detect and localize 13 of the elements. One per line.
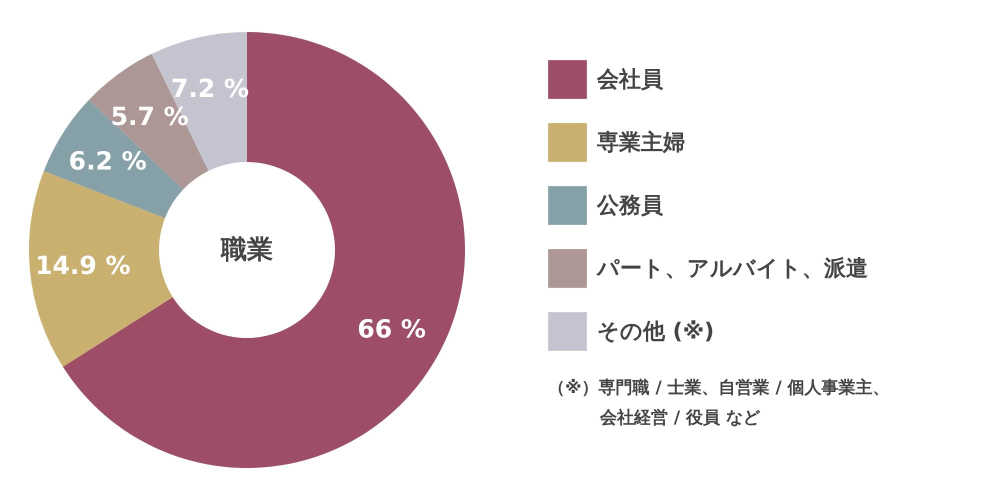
text: 会社経営 / 役員 など bbox=[599, 408, 761, 428]
legend-label: 公務員 bbox=[596, 194, 663, 218]
data-label: 66 % bbox=[357, 314, 426, 344]
text: 職業 bbox=[220, 235, 273, 265]
legend-label: パート、アルバイト、派遣 bbox=[596, 256, 868, 282]
data-label: 6.2 % bbox=[68, 146, 147, 176]
legend-label: 専業主婦 bbox=[596, 130, 685, 156]
donut-slice bbox=[29, 171, 173, 367]
legend-label: その他 (※) bbox=[597, 320, 714, 344]
text: （※）専門職 / 士業、自営業 / 個人事業主、 bbox=[548, 378, 890, 398]
donut-slice bbox=[152, 32, 247, 171]
data-label: 14.9 % bbox=[35, 251, 130, 280]
legend-label: 会社員 bbox=[596, 68, 663, 92]
